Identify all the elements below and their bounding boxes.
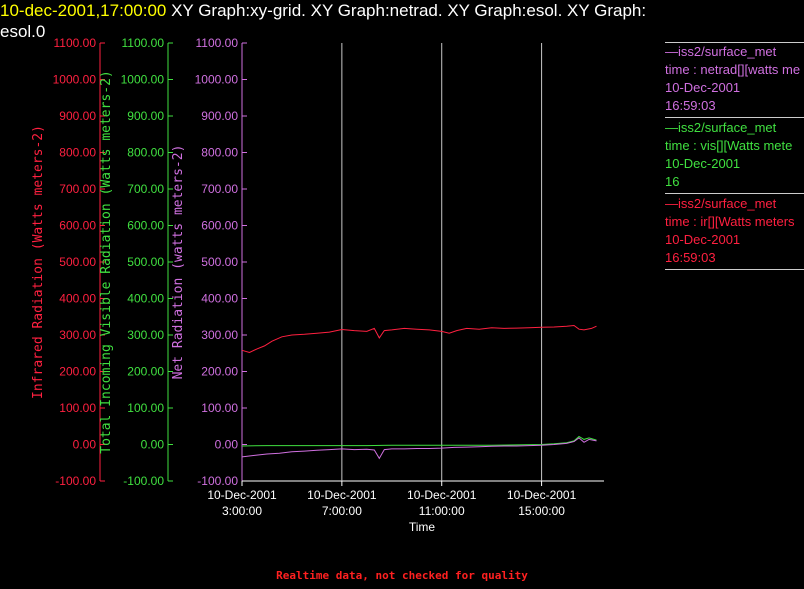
y-tick-label: 100.00 — [201, 401, 238, 415]
title-bar: 10-dec-2001,17:00:00 XY Graph:xy-grid. X… — [0, 0, 804, 42]
x-tick-label-date: 10-Dec-2001 — [207, 488, 277, 502]
y-tick-label: 900.00 — [201, 109, 238, 123]
legend-variable: time : vis[][Watts mete — [665, 138, 793, 153]
legend-variable: time : ir[][Watts meters — [665, 214, 795, 229]
x-tick-label-date: 10-Dec-2001 — [407, 488, 477, 502]
x-tick-label-time: 11:00:00 — [419, 504, 465, 518]
series-line — [241, 324, 597, 354]
y-axis-label: Total Incoming Visible Radiation (Watts … — [99, 70, 114, 454]
y-tick-label: 1000.00 — [121, 73, 165, 87]
y-tick-label: 900.00 — [59, 109, 96, 123]
legend-date: 10-Dec-2001 — [665, 232, 741, 247]
x-tick-label-time: 3:00:00 — [222, 504, 262, 518]
y-tick-label: 700.00 — [201, 182, 238, 196]
series-line — [241, 437, 597, 460]
y-tick-label: 800.00 — [201, 146, 238, 160]
legend-time: 16 — [665, 174, 680, 189]
y-tick-label: 600.00 — [201, 219, 238, 233]
y-tick-label: -100.00 — [197, 474, 238, 488]
y-axis-label: Infrared Radiation (Watts meters-2) — [31, 125, 46, 399]
series-line — [241, 435, 597, 447]
y-tick-label: 600.00 — [127, 219, 164, 233]
legend-source: —iss2/surface_met — [665, 44, 777, 59]
legend-source: —iss2/surface_met — [665, 120, 777, 135]
y-tick-label: -100.00 — [123, 474, 164, 488]
y-tick-label: 600.00 — [59, 219, 96, 233]
legend-time: 16:59:03 — [665, 250, 716, 265]
y-tick-label: 500.00 — [127, 255, 164, 269]
timestamp: 10-dec-2001,17:00:00 — [0, 1, 167, 20]
y-tick-label: 200.00 — [127, 365, 164, 379]
y-tick-label: 1100.00 — [196, 36, 239, 50]
y-tick-label: 100.00 — [59, 401, 96, 415]
legend-entry-netrad[interactable]: —iss2/surface_met time : netrad[][watts … — [665, 42, 804, 118]
x-axis-label: Time — [409, 520, 436, 534]
y-tick-label: 800.00 — [59, 146, 96, 160]
y-tick-label: 900.00 — [127, 109, 164, 123]
y-tick-label: 0.00 — [73, 438, 97, 452]
y-tick-label: 1000.00 — [195, 73, 239, 87]
quality-warning: Realtime data, not checked for quality — [276, 569, 528, 582]
y-tick-label: 1100.00 — [54, 36, 97, 50]
x-tick-label-date: 10-Dec-2001 — [307, 488, 377, 502]
legend-entry-ir[interactable]: —iss2/surface_met time : ir[][Watts mete… — [665, 195, 804, 270]
y-axis-label: Net Radiation (watts meters-2) — [171, 145, 186, 380]
y-tick-label: 300.00 — [201, 328, 238, 342]
legend: —iss2/surface_met time : netrad[][watts … — [665, 42, 804, 271]
y-tick-label: 100.00 — [127, 401, 164, 415]
y-tick-label: 400.00 — [127, 292, 164, 306]
y-tick-label: 700.00 — [59, 182, 96, 196]
y-tick-label: 700.00 — [127, 182, 164, 196]
x-tick-label-time: 15:00:00 — [518, 504, 565, 518]
y-tick-label: 200.00 — [201, 365, 238, 379]
x-tick-label-date: 10-Dec-2001 — [507, 488, 577, 502]
y-tick-label: 400.00 — [201, 292, 238, 306]
y-tick-label: -100.00 — [55, 474, 96, 488]
y-tick-label: 800.00 — [127, 146, 164, 160]
y-tick-label: 500.00 — [59, 255, 96, 269]
y-tick-label: 300.00 — [59, 328, 96, 342]
y-tick-label: 1000.00 — [53, 73, 97, 87]
legend-variable: time : netrad[][watts me — [665, 62, 801, 77]
y-tick-label: 400.00 — [59, 292, 96, 306]
y-tick-label: 500.00 — [201, 255, 238, 269]
graph-titles: XY Graph:xy-grid. XY Graph:netrad. XY Gr… — [171, 1, 647, 20]
y-tick-label: 0.00 — [215, 438, 239, 452]
y-tick-label: 1100.00 — [122, 36, 165, 50]
legend-entry-vis[interactable]: —iss2/surface_met time : vis[][Watts met… — [665, 119, 804, 194]
y-tick-label: 0.00 — [141, 438, 165, 452]
y-tick-label: 200.00 — [59, 365, 96, 379]
x-tick-label-time: 7:00:00 — [322, 504, 362, 518]
y-tick-label: 300.00 — [127, 328, 164, 342]
legend-time: 16:59:03 — [665, 98, 716, 113]
legend-date: 10-Dec-2001 — [665, 156, 741, 171]
graph-titles-line2: esol.0 — [0, 22, 46, 41]
legend-source: —iss2/surface_met — [665, 196, 777, 211]
legend-date: 10-Dec-2001 — [665, 80, 741, 95]
